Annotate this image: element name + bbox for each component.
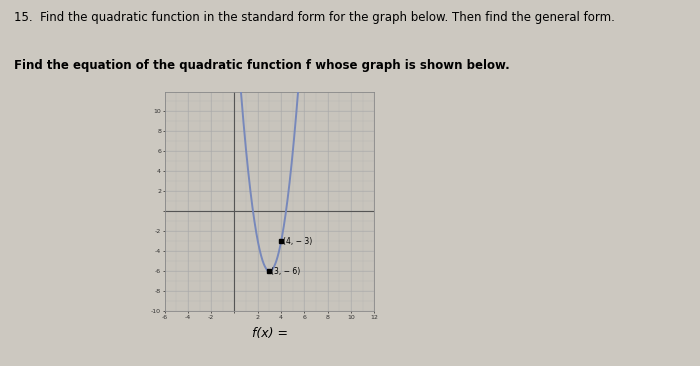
Text: f(x) =: f(x) = bbox=[251, 327, 288, 340]
Text: Find the equation of the quadratic function f whose graph is shown below.: Find the equation of the quadratic funct… bbox=[14, 59, 510, 72]
Text: 15.  Find the quadratic function in the standard form for the graph below. Then : 15. Find the quadratic function in the s… bbox=[14, 11, 615, 24]
Text: (3, − 6): (3, − 6) bbox=[271, 267, 300, 276]
Text: (4, − 3): (4, − 3) bbox=[283, 237, 312, 246]
